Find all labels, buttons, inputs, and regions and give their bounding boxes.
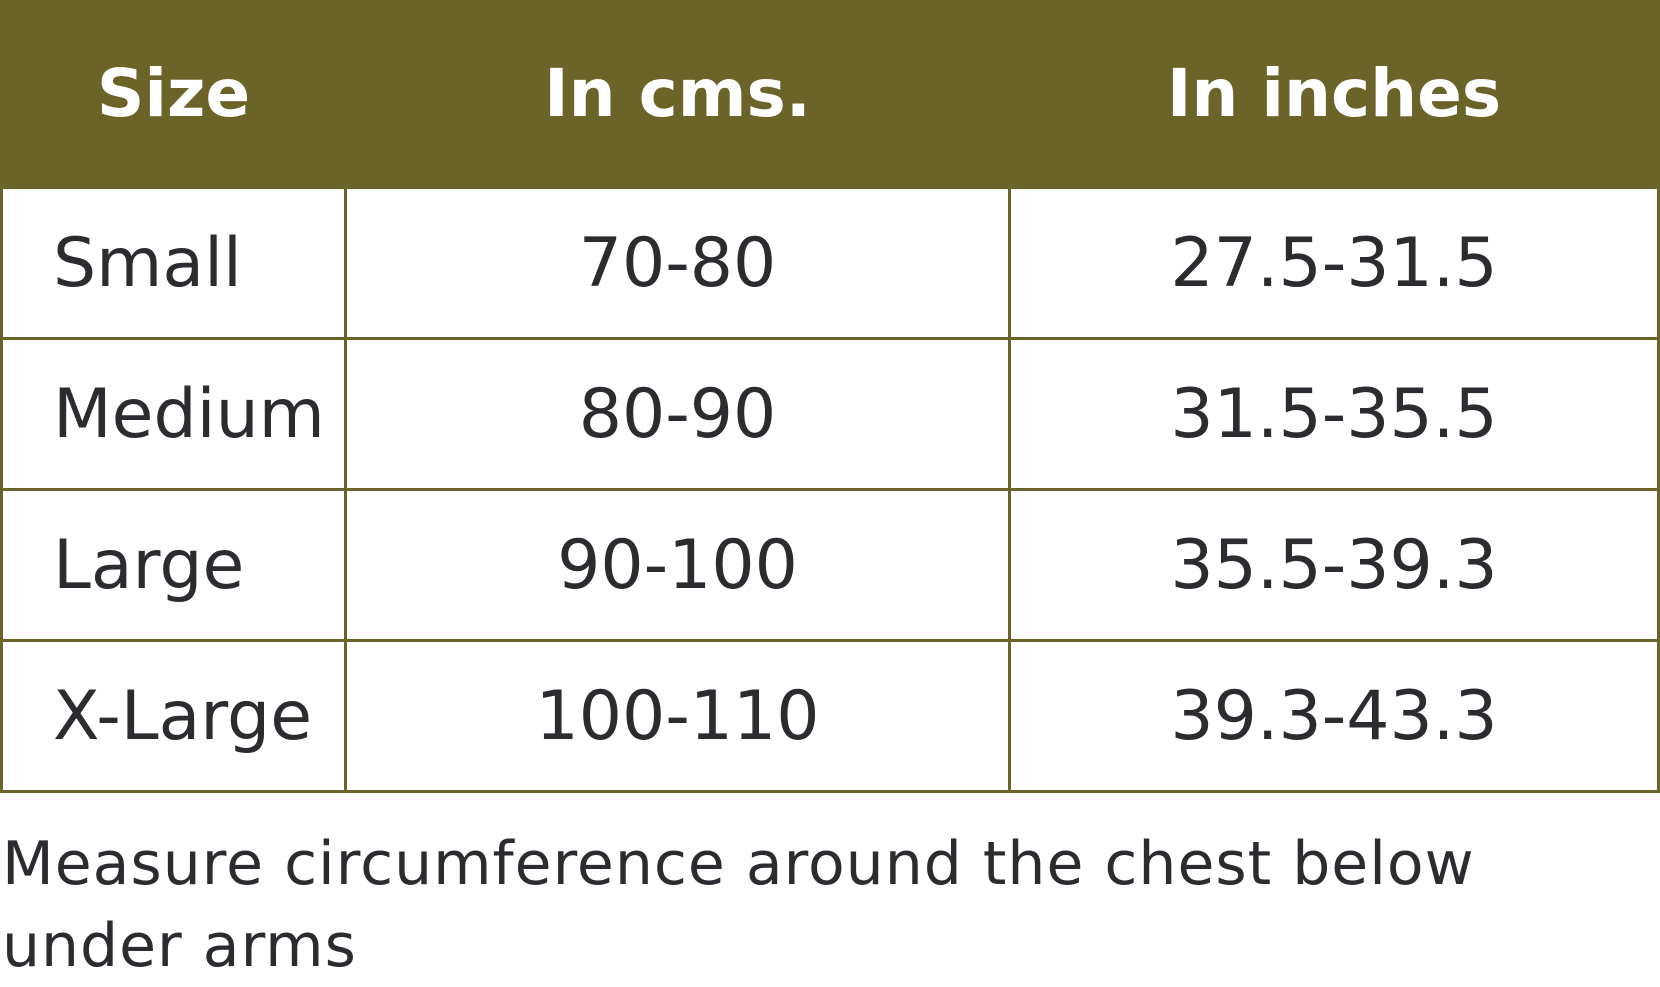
table-cell: 35.5-39.3 <box>1008 488 1660 642</box>
table-cell: 27.5-31.5 <box>1008 186 1660 340</box>
table-cell: Small <box>0 186 347 340</box>
table-cell: 31.5-35.5 <box>1008 337 1660 491</box>
table-cell: 70-80 <box>344 186 1011 340</box>
table-body: Small 70-80 27.5-31.5 Medium 80-90 31.5-35.5 L… <box>0 186 1660 793</box>
table-cell: Large <box>0 488 347 642</box>
note: Measure circumference around the chest b… <box>2 829 1475 981</box>
table-cell: X-Large <box>0 639 347 793</box>
header-cell: In inches <box>1008 0 1660 189</box>
table-row: Large 90-100 35.5-39.3 <box>0 488 1660 642</box>
table-cell: 80-90 <box>344 337 1011 491</box>
table-cell: Medium <box>0 337 347 491</box>
header-row: Size In cms. In inches <box>0 0 1660 189</box>
table-row: Small 70-80 27.5-31.5 <box>0 186 1660 340</box>
size-table: Size In cms. In inches Small 70-80 27.5-31.5… <box>0 0 1660 793</box>
header-cell: In cms. <box>344 0 1011 189</box>
table-cell: 39.3-43.3 <box>1008 639 1660 793</box>
table-cell: 100-110 <box>344 639 1011 793</box>
table-row: Medium 80-90 31.5-35.5 <box>0 337 1660 491</box>
table-cell: 90-100 <box>344 488 1011 642</box>
header-cell: Size <box>0 0 347 189</box>
table-row: X-Large 100-110 39.3-43.3 <box>0 639 1660 793</box>
